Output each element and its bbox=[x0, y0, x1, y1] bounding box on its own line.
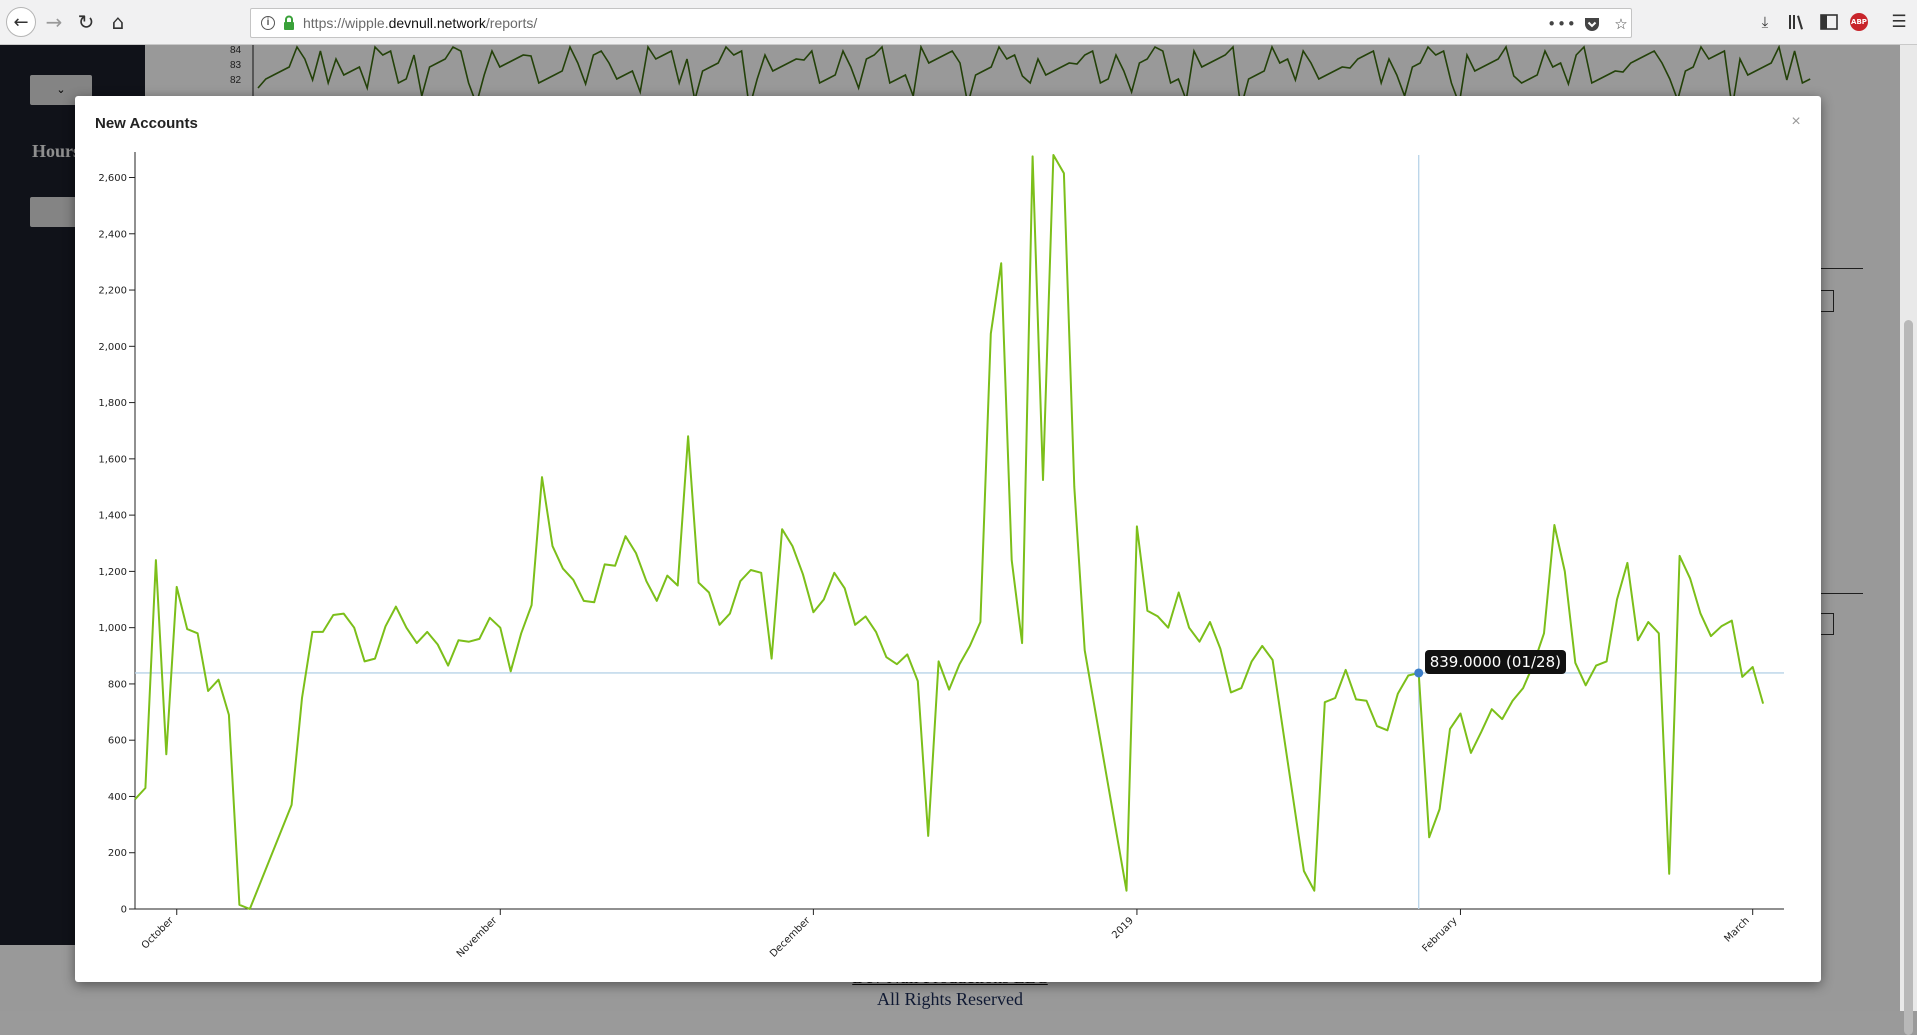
y-tick-label: 2,600 bbox=[98, 173, 127, 184]
bg-y-tick-label: 82 bbox=[230, 75, 242, 86]
star-icon[interactable]: ☆ bbox=[1614, 15, 1628, 33]
chart-tooltip: 839.0000 (01/28) bbox=[1424, 649, 1566, 674]
y-tick-label: 2,000 bbox=[98, 342, 127, 353]
url-bar[interactable]: i https://wipple.devnull.network/reports… bbox=[250, 8, 1632, 38]
close-icon[interactable]: × bbox=[1791, 113, 1801, 130]
nav-hours-label: Hours bbox=[32, 141, 81, 161]
library-icon[interactable] bbox=[1786, 11, 1808, 33]
lock-icon bbox=[284, 15, 294, 30]
modal-title: New Accounts bbox=[95, 115, 198, 132]
y-tick-label: 0 bbox=[121, 905, 127, 916]
bg-y-tick-label: 83 bbox=[230, 60, 242, 71]
scrollbar-thumb[interactable] bbox=[1904, 320, 1913, 1035]
y-tick-label: 1,200 bbox=[98, 567, 127, 578]
y-tick-label: 600 bbox=[108, 736, 127, 747]
download-icon[interactable]: ⤓ bbox=[1761, 13, 1769, 31]
x-tick-label: 2019 bbox=[1110, 915, 1136, 941]
forward-arrow-icon[interactable]: → bbox=[45, 10, 63, 34]
x-tick-label: November bbox=[455, 915, 500, 960]
y-tick-label: 200 bbox=[108, 848, 127, 859]
url-prefix: https://wipple. bbox=[303, 15, 389, 31]
page-scrollbar[interactable] bbox=[1900, 45, 1917, 1035]
y-tick-label: 1,600 bbox=[98, 454, 127, 465]
series-line-new-accounts bbox=[134, 154, 1765, 910]
y-tick-label: 400 bbox=[108, 792, 127, 803]
footer-rights: All Rights Reserved bbox=[877, 989, 1023, 1009]
x-tick-label: March bbox=[1722, 915, 1751, 944]
info-icon[interactable]: i bbox=[261, 16, 275, 30]
bg-divider bbox=[1818, 593, 1863, 594]
new-accounts-chart: 0 200 400 600 800 1,000 1,200 1,400 1,600 1,800 2,… bbox=[98, 152, 1784, 960]
sidebar-icon[interactable] bbox=[1818, 11, 1840, 33]
url-text[interactable]: https://wipple.devnull.network/reports/ bbox=[303, 15, 537, 31]
y-tick-label: 1,000 bbox=[98, 623, 127, 634]
bg-divider bbox=[1818, 268, 1863, 269]
browser-toolbar: ← → ↻ ⌂ i https://wipple.devnull.network… bbox=[0, 0, 1917, 45]
y-tick-label: 2,400 bbox=[98, 229, 127, 240]
chart-modal: New Accounts × 0 200 400 600 800 1,000 1,200 1,… bbox=[75, 96, 1821, 982]
y-tick-label: 1,800 bbox=[98, 398, 127, 409]
x-tick-label: October bbox=[140, 915, 177, 952]
y-tick-label: 800 bbox=[108, 679, 127, 690]
x-tick-label: December bbox=[768, 915, 813, 960]
reload-icon[interactable]: ↻ bbox=[77, 10, 95, 34]
bg-series-line bbox=[257, 45, 1811, 109]
url-path: /reports/ bbox=[485, 15, 538, 31]
pocket-icon[interactable] bbox=[1581, 13, 1603, 35]
x-tick-label: February bbox=[1420, 915, 1459, 954]
y-tick-label: 2,200 bbox=[98, 286, 127, 297]
adblock-icon[interactable]: ABP bbox=[1850, 13, 1868, 31]
url-host: devnull.network bbox=[388, 15, 486, 31]
more-dots-icon[interactable]: ••• bbox=[1547, 15, 1577, 33]
y-tick-label: 1,400 bbox=[98, 511, 127, 522]
home-icon[interactable]: ⌂ bbox=[111, 10, 125, 34]
hamburger-menu-icon[interactable]: ☰ bbox=[1891, 12, 1907, 32]
back-arrow-icon[interactable]: ← bbox=[6, 7, 36, 37]
highlight-marker bbox=[1414, 668, 1424, 678]
bg-y-tick-label: 84 bbox=[230, 45, 242, 56]
